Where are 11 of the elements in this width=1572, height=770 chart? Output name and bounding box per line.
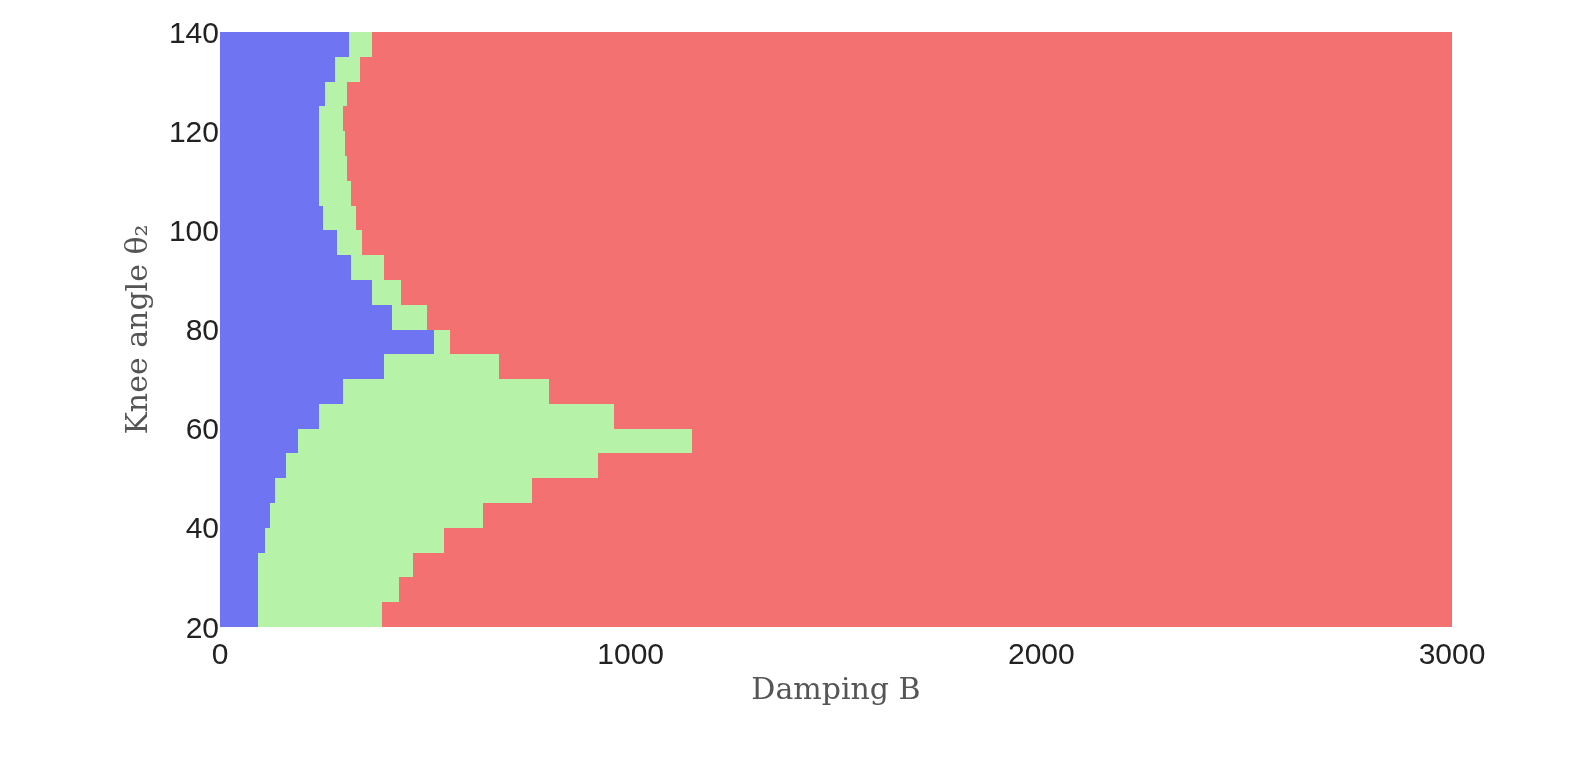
y-tick-label: 140	[168, 15, 219, 49]
y-tick-label: 40	[185, 511, 219, 545]
x-axis-title: Damping B	[751, 670, 921, 706]
x-tick-label: 1000	[597, 637, 665, 670]
y-tick-label: 100	[168, 213, 219, 247]
x-tick-label: 3000	[1418, 637, 1486, 670]
y-tick-label: 80	[185, 313, 219, 346]
y-tick-label: 60	[185, 412, 219, 446]
y-tick-label: 120	[168, 114, 219, 148]
x-tick-label: 2000	[1007, 637, 1075, 670]
y-axis-title: Knee angle θ₂	[118, 224, 154, 435]
